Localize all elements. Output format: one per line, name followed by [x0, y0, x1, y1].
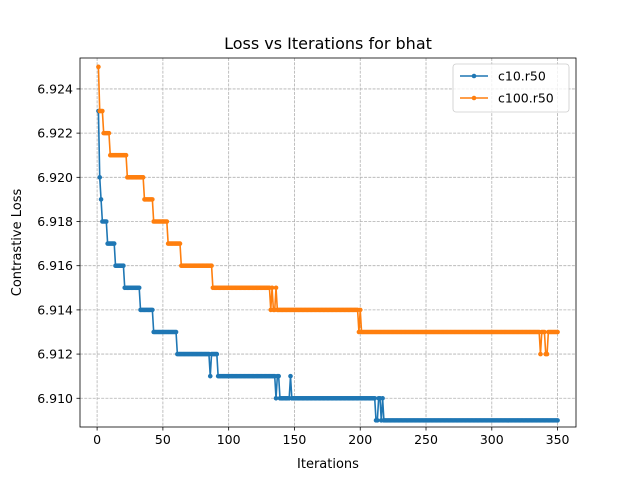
data-point	[276, 373, 281, 379]
data-point	[140, 175, 146, 180]
legend-marker	[471, 95, 477, 101]
plot-frame	[79, 57, 577, 428]
series-layer	[96, 64, 560, 423]
x-tick-label: 300	[480, 432, 504, 447]
data-point	[214, 351, 220, 357]
y-tick-label: 6.910	[37, 391, 73, 406]
data-point	[555, 418, 560, 423]
x-tick-label: 50	[155, 432, 171, 447]
data-point	[111, 241, 117, 246]
data-point	[106, 130, 112, 136]
data-point	[173, 329, 179, 335]
y-tick-label: 6.920	[37, 170, 73, 185]
x-tick-label: 100	[217, 432, 241, 447]
data-point	[150, 197, 155, 202]
data-point	[555, 329, 560, 335]
x-tick-label: 150	[283, 432, 307, 447]
data-point	[104, 219, 109, 224]
data-point	[207, 373, 213, 379]
data-point	[96, 64, 101, 70]
series-c100-r50	[96, 64, 560, 357]
y-axis-label: Contrastive Loss	[10, 189, 25, 297]
y-tick-label: 6.912	[37, 347, 73, 362]
data-point	[177, 241, 183, 246]
ticks: 0 50 100 150 200 250 300 350 6.910 6.912 6.914 6.91…	[37, 81, 569, 447]
data-point	[288, 373, 293, 379]
data-point	[97, 175, 103, 180]
legend-label: c10.r50	[498, 69, 546, 84]
x-tick-label: 200	[348, 432, 372, 447]
data-point	[273, 395, 279, 401]
data-point	[538, 351, 543, 357]
data-point	[372, 395, 378, 401]
data-point	[164, 219, 170, 224]
legend-label: c100.r50	[498, 91, 554, 106]
chart-title: Loss vs Iterations for bhat	[224, 34, 432, 53]
legend-marker	[471, 73, 477, 79]
x-tick-label: 0	[93, 432, 101, 447]
data-point	[123, 152, 129, 158]
data-point	[357, 307, 363, 313]
y-tick-label: 6.914	[37, 302, 73, 317]
data-point	[542, 329, 547, 335]
data-point	[98, 197, 104, 202]
y-tick-label: 6.924	[37, 81, 73, 96]
data-point	[544, 351, 550, 357]
data-point	[375, 418, 380, 423]
x-tick-label: 350	[546, 432, 570, 447]
y-tick-label: 6.918	[37, 214, 73, 229]
data-point	[273, 285, 279, 291]
data-point	[121, 263, 126, 269]
data-point	[269, 285, 275, 291]
legend: c10.r50 c100.r50	[452, 63, 570, 113]
y-tick-label: 6.916	[37, 258, 73, 273]
y-tick-label: 6.922	[37, 126, 73, 141]
data-point	[100, 108, 105, 114]
data-point	[150, 307, 155, 313]
data-point	[380, 395, 385, 401]
data-point	[209, 263, 214, 269]
data-point	[136, 285, 142, 291]
series-c10-r50	[96, 108, 560, 423]
x-tick-label: 250	[414, 432, 438, 447]
x-axis-label: Iterations	[297, 457, 359, 472]
